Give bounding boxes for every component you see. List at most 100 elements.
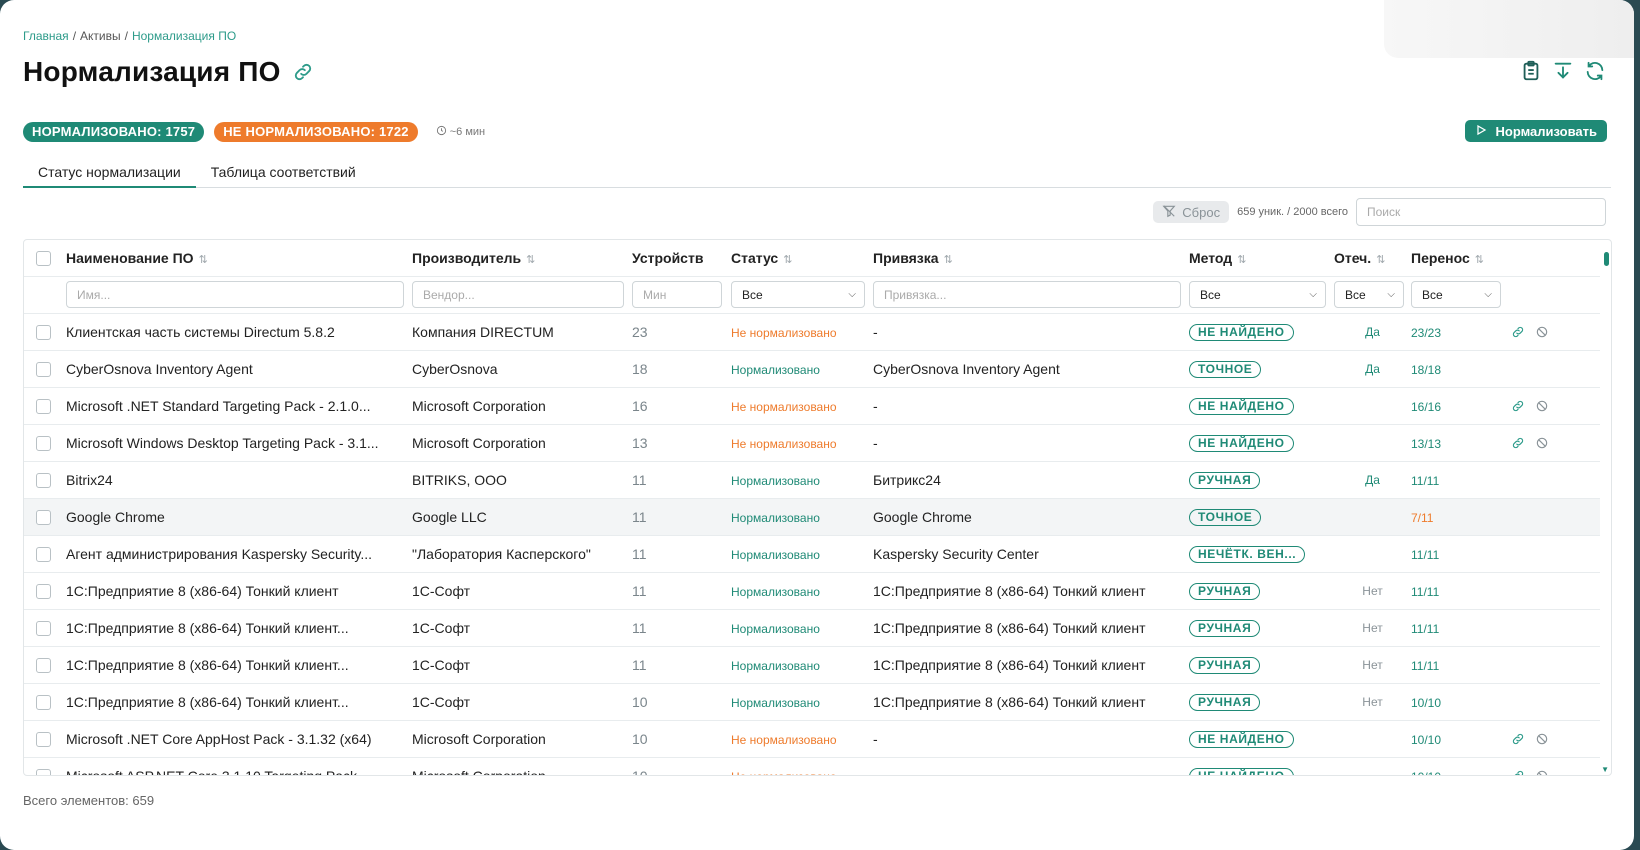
table-row[interactable]: Клиентская часть системы Directum 5.8.2 К… bbox=[24, 312, 1600, 350]
reset-filters-button[interactable]: Сброс bbox=[1153, 201, 1230, 223]
row-checkbox[interactable] bbox=[36, 769, 51, 775]
row-checkbox[interactable] bbox=[36, 509, 51, 525]
column-transfer[interactable]: Перенос ⇅ bbox=[1411, 249, 1485, 266]
tab-normalization-status[interactable]: Статус нормализации bbox=[23, 158, 196, 188]
sort-icon[interactable]: ⇅ bbox=[198, 253, 208, 266]
column-method[interactable]: Метод ⇅ bbox=[1189, 249, 1247, 266]
row-checkbox[interactable] bbox=[36, 620, 51, 636]
vendor-filter-input[interactable] bbox=[412, 281, 624, 308]
binding-filter-input[interactable] bbox=[873, 281, 1181, 308]
binding-value: CyberOsnova Inventory Agent bbox=[873, 349, 1189, 387]
device-count: 10 bbox=[632, 682, 731, 720]
reset-filters-label: Сброс bbox=[1182, 204, 1221, 220]
sort-icon[interactable]: ⇅ bbox=[783, 253, 793, 266]
table-row[interactable]: Агент администрирования Kaspersky Securi… bbox=[24, 534, 1600, 572]
device-count: 18 bbox=[632, 349, 731, 387]
block-icon[interactable] bbox=[1535, 769, 1549, 775]
table-scrollbar[interactable]: ▼ bbox=[1601, 244, 1609, 774]
link-icon[interactable] bbox=[1511, 732, 1525, 746]
method-filter-select[interactable]: Все ⌵ bbox=[1189, 281, 1326, 308]
table-row[interactable]: 1С:Предприятие 8 (x86-64) Тонкий клиент.… bbox=[24, 682, 1600, 720]
refresh-icon[interactable] bbox=[1584, 60, 1606, 82]
domestic-value: Да bbox=[1365, 472, 1380, 487]
row-checkbox[interactable] bbox=[36, 583, 51, 599]
transfer-filter-select[interactable]: Все ⌵ bbox=[1411, 281, 1501, 308]
table-row[interactable]: CyberOsnova Inventory Agent CyberOsnova 18… bbox=[24, 349, 1600, 387]
status-text: Нормализовано bbox=[731, 658, 820, 673]
table-row[interactable]: Bitrix24 BITRIKS, OOO 11 Нормализовано Битри… bbox=[24, 460, 1600, 498]
scroll-thumb[interactable] bbox=[1604, 252, 1609, 266]
select-all-checkbox[interactable] bbox=[36, 251, 51, 267]
sort-icon[interactable]: ⇅ bbox=[943, 253, 953, 266]
devices-min-input[interactable] bbox=[632, 281, 722, 308]
software-name: 1С:Предприятие 8 (x86-64) Тонкий клиент.… bbox=[66, 608, 412, 646]
breadcrumb-assets[interactable]: Активы bbox=[80, 29, 121, 43]
block-icon[interactable] bbox=[1535, 732, 1549, 746]
software-name: 1С:Предприятие 8 (x86-64) Тонкий клиент bbox=[66, 571, 412, 609]
software-name: Агент администрирования Kaspersky Securi… bbox=[66, 534, 412, 572]
software-name: Клиентская часть системы Directum 5.8.2 bbox=[66, 312, 412, 350]
vendor-name: Компания DIRECTUM bbox=[412, 312, 632, 350]
transfer-value: 11/11 bbox=[1411, 473, 1440, 488]
table-row[interactable]: 1С:Предприятие 8 (x86-64) Тонкий клиент.… bbox=[24, 608, 1600, 646]
row-checkbox[interactable] bbox=[36, 546, 51, 562]
record-counts: 659 уник. / 2000 всего bbox=[1237, 206, 1348, 218]
row-checkbox[interactable] bbox=[36, 657, 51, 673]
tab-mapping-table[interactable]: Таблица соответствий bbox=[210, 164, 356, 180]
column-domestic[interactable]: Отеч. ⇅ bbox=[1334, 249, 1386, 266]
row-checkbox[interactable] bbox=[36, 398, 51, 414]
row-checkbox[interactable] bbox=[36, 361, 51, 377]
block-icon[interactable] bbox=[1535, 436, 1549, 450]
column-binding[interactable]: Привязка ⇅ bbox=[873, 249, 953, 266]
link-icon[interactable] bbox=[1511, 436, 1525, 450]
scroll-down-arrow[interactable]: ▼ bbox=[1601, 765, 1609, 774]
method-badge: ТОЧНОЕ bbox=[1189, 508, 1262, 526]
row-checkbox[interactable] bbox=[36, 472, 51, 488]
method-badge: РУЧНАЯ bbox=[1189, 471, 1261, 489]
column-status[interactable]: Статус ⇅ bbox=[731, 249, 793, 266]
sort-icon[interactable]: ⇅ bbox=[1474, 253, 1485, 266]
search-input[interactable] bbox=[1356, 198, 1606, 226]
row-checkbox[interactable] bbox=[36, 694, 51, 710]
status-filter-select[interactable]: Все ⌵ bbox=[731, 281, 865, 308]
table-row[interactable]: Microsoft .NET Standard Targeting Pack -… bbox=[24, 386, 1600, 424]
method-badge: НЕ НАЙДЕНО bbox=[1189, 323, 1294, 341]
sort-icon[interactable]: ⇅ bbox=[526, 253, 536, 266]
link-icon[interactable] bbox=[292, 61, 314, 83]
breadcrumb-home[interactable]: Главная bbox=[23, 29, 69, 43]
row-checkbox[interactable] bbox=[36, 324, 51, 340]
table-row[interactable]: 1С:Предприятие 8 (x86-64) Тонкий клиент 1… bbox=[24, 571, 1600, 609]
column-vendor[interactable]: Производитель ⇅ bbox=[412, 249, 536, 266]
filter-row: Все⌵ Все⌵ Все⌵ Все⌵ bbox=[24, 275, 1600, 313]
not-normalized-badge: НЕ НОРМАЛИЗОВАНО: 1722 bbox=[214, 122, 418, 142]
block-icon[interactable] bbox=[1535, 399, 1549, 413]
link-icon[interactable] bbox=[1511, 769, 1525, 775]
table-row[interactable]: Microsoft Windows Desktop Targeting Pack… bbox=[24, 423, 1600, 461]
clipboard-icon[interactable] bbox=[1520, 60, 1542, 82]
column-name[interactable]: Наименование ПО ⇅ bbox=[66, 249, 208, 266]
link-icon[interactable] bbox=[1511, 325, 1525, 339]
total-items: Всего элементов: 659 bbox=[23, 793, 155, 808]
device-count: 11 bbox=[632, 460, 731, 498]
domestic-value: Да bbox=[1365, 324, 1380, 339]
normalize-button[interactable]: Нормализовать bbox=[1465, 120, 1607, 142]
device-count: 11 bbox=[632, 534, 731, 572]
binding-value: - bbox=[873, 386, 1189, 424]
domestic-filter-select[interactable]: Все ⌵ bbox=[1334, 281, 1404, 308]
table-row[interactable]: Google Chrome Google LLC 11 Нормализовано Go… bbox=[24, 497, 1600, 535]
row-checkbox[interactable] bbox=[36, 435, 51, 451]
download-icon[interactable] bbox=[1552, 60, 1574, 82]
block-icon[interactable] bbox=[1535, 325, 1549, 339]
sort-icon[interactable]: ⇅ bbox=[1376, 253, 1386, 266]
row-checkbox[interactable] bbox=[36, 731, 51, 747]
link-icon[interactable] bbox=[1511, 399, 1525, 413]
table-row[interactable]: Microsoft .NET Core AppHost Pack - 3.1.3… bbox=[24, 719, 1600, 757]
name-filter-input[interactable] bbox=[66, 281, 404, 308]
table-row[interactable]: Microsoft ASP.NET Core 3.1.10 Targeting … bbox=[24, 756, 1600, 775]
device-count: 23 bbox=[632, 312, 731, 350]
vendor-name: 1С-Софт bbox=[412, 608, 632, 646]
sort-icon[interactable]: ⇅ bbox=[1237, 253, 1247, 266]
filter-off-icon bbox=[1162, 204, 1176, 221]
table-row[interactable]: 1С:Предприятие 8 (x86-64) Тонкий клиент.… bbox=[24, 645, 1600, 683]
